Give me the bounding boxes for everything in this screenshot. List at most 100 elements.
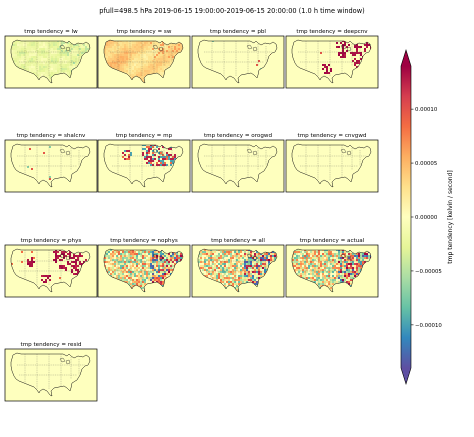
- tendency-cell: [154, 42, 156, 44]
- tendency-cell: [130, 269, 132, 271]
- tendency-cell: [33, 44, 35, 46]
- tendency-cell: [172, 50, 174, 52]
- tendency-cell: [116, 54, 118, 56]
- tendency-cell: [53, 52, 55, 54]
- tendency-cell: [23, 62, 25, 64]
- tendency-cell: [236, 253, 238, 255]
- tendency-cell: [148, 152, 150, 154]
- tendency-cell: [140, 50, 142, 52]
- tendency-cell: [136, 50, 138, 52]
- tendency-cell: [49, 176, 51, 178]
- tendency-cell: [156, 42, 158, 44]
- tendency-cell: [59, 265, 61, 267]
- tendency-cell: [266, 267, 268, 269]
- tendency-cell: [244, 257, 246, 259]
- tendency-cell: [346, 50, 348, 52]
- tendency-cell: [254, 281, 256, 283]
- tendency-cell: [71, 58, 73, 60]
- tendency-cell: [254, 283, 256, 285]
- tendency-cell: [252, 273, 254, 275]
- tendency-cell: [234, 273, 236, 275]
- tendency-cell: [354, 64, 356, 66]
- tendency-cell: [168, 46, 170, 48]
- tendency-cell: [166, 271, 168, 273]
- tendency-cell: [214, 251, 216, 253]
- tendency-cell: [45, 50, 47, 52]
- tendency-cell: [156, 58, 158, 60]
- tendency-cell: [208, 257, 210, 259]
- tendency-cell: [126, 281, 128, 283]
- tendency-cell: [118, 50, 120, 52]
- tendency-cell: [73, 273, 75, 275]
- tendency-cell: [27, 48, 29, 50]
- tendency-cell: [150, 72, 152, 74]
- tendency-cell: [122, 253, 124, 255]
- map-panel: tmp tendency = all: [191, 238, 285, 298]
- tendency-cell: [228, 259, 230, 261]
- tendency-cell: [222, 267, 224, 269]
- tendency-cell: [218, 257, 220, 259]
- tendency-cell: [124, 261, 126, 263]
- tendency-cell: [226, 275, 228, 277]
- tendency-cell: [166, 265, 168, 267]
- tendency-cell: [63, 68, 65, 70]
- tendency-cell: [114, 253, 116, 255]
- tendency-cell: [61, 64, 63, 66]
- tendency-cell: [256, 255, 258, 257]
- tendency-cell: [77, 259, 79, 261]
- tendency-cell: [168, 269, 170, 271]
- tendency-cell: [122, 44, 124, 46]
- tendency-cell: [236, 279, 238, 281]
- tendency-cell: [224, 253, 226, 255]
- tendency-cell: [174, 46, 176, 48]
- tendency-cell: [136, 267, 138, 269]
- tendency-cell: [254, 259, 256, 261]
- tendency-cell: [264, 255, 266, 257]
- tendency-cell: [108, 50, 110, 52]
- tendency-cell: [140, 74, 142, 76]
- tendency-cell: [37, 76, 39, 78]
- tendency-cell: [204, 261, 206, 263]
- tendency-cell: [37, 46, 39, 48]
- tendency-cell: [150, 66, 152, 68]
- tendency-cell: [248, 251, 250, 253]
- tendency-cell: [134, 66, 136, 68]
- tendency-cell: [150, 156, 152, 158]
- tendency-cell: [33, 68, 35, 70]
- tendency-cell: [25, 62, 27, 64]
- tendency-cell: [244, 277, 246, 279]
- tendency-cell: [128, 154, 130, 156]
- tendency-cell: [31, 251, 33, 253]
- tendency-cell: [124, 70, 126, 72]
- tendency-cell: [35, 52, 37, 54]
- tendency-cell: [11, 54, 13, 56]
- tendency-cell: [212, 251, 214, 253]
- tendency-cell: [69, 46, 71, 48]
- tendency-cell: [210, 255, 212, 257]
- tendency-cell: [65, 56, 67, 58]
- tendency-cell: [104, 52, 106, 54]
- tendency-cell: [53, 64, 55, 66]
- tendency-cell: [57, 46, 59, 48]
- tendency-cell: [164, 156, 166, 158]
- tendency-cell: [35, 66, 37, 68]
- tendency-cell: [250, 257, 252, 259]
- tendency-cell: [21, 64, 23, 66]
- tendency-cell: [206, 251, 208, 253]
- tendency-cell: [336, 42, 338, 44]
- tendency-cell: [134, 279, 136, 281]
- tendency-cell: [168, 66, 170, 68]
- tendency-cell: [55, 44, 57, 46]
- tendency-cell: [146, 62, 148, 64]
- tendency-cell: [168, 275, 170, 277]
- tendency-cell: [204, 249, 206, 251]
- tendency-cell: [158, 251, 160, 253]
- panel-background: [192, 36, 284, 88]
- tendency-cell: [112, 267, 114, 269]
- tendency-cell: [164, 62, 166, 64]
- tendency-cell: [170, 261, 172, 263]
- tendency-cell: [216, 255, 218, 257]
- tendency-cell: [248, 277, 250, 279]
- tendency-cell: [256, 261, 258, 263]
- tendency-cell: [51, 60, 53, 62]
